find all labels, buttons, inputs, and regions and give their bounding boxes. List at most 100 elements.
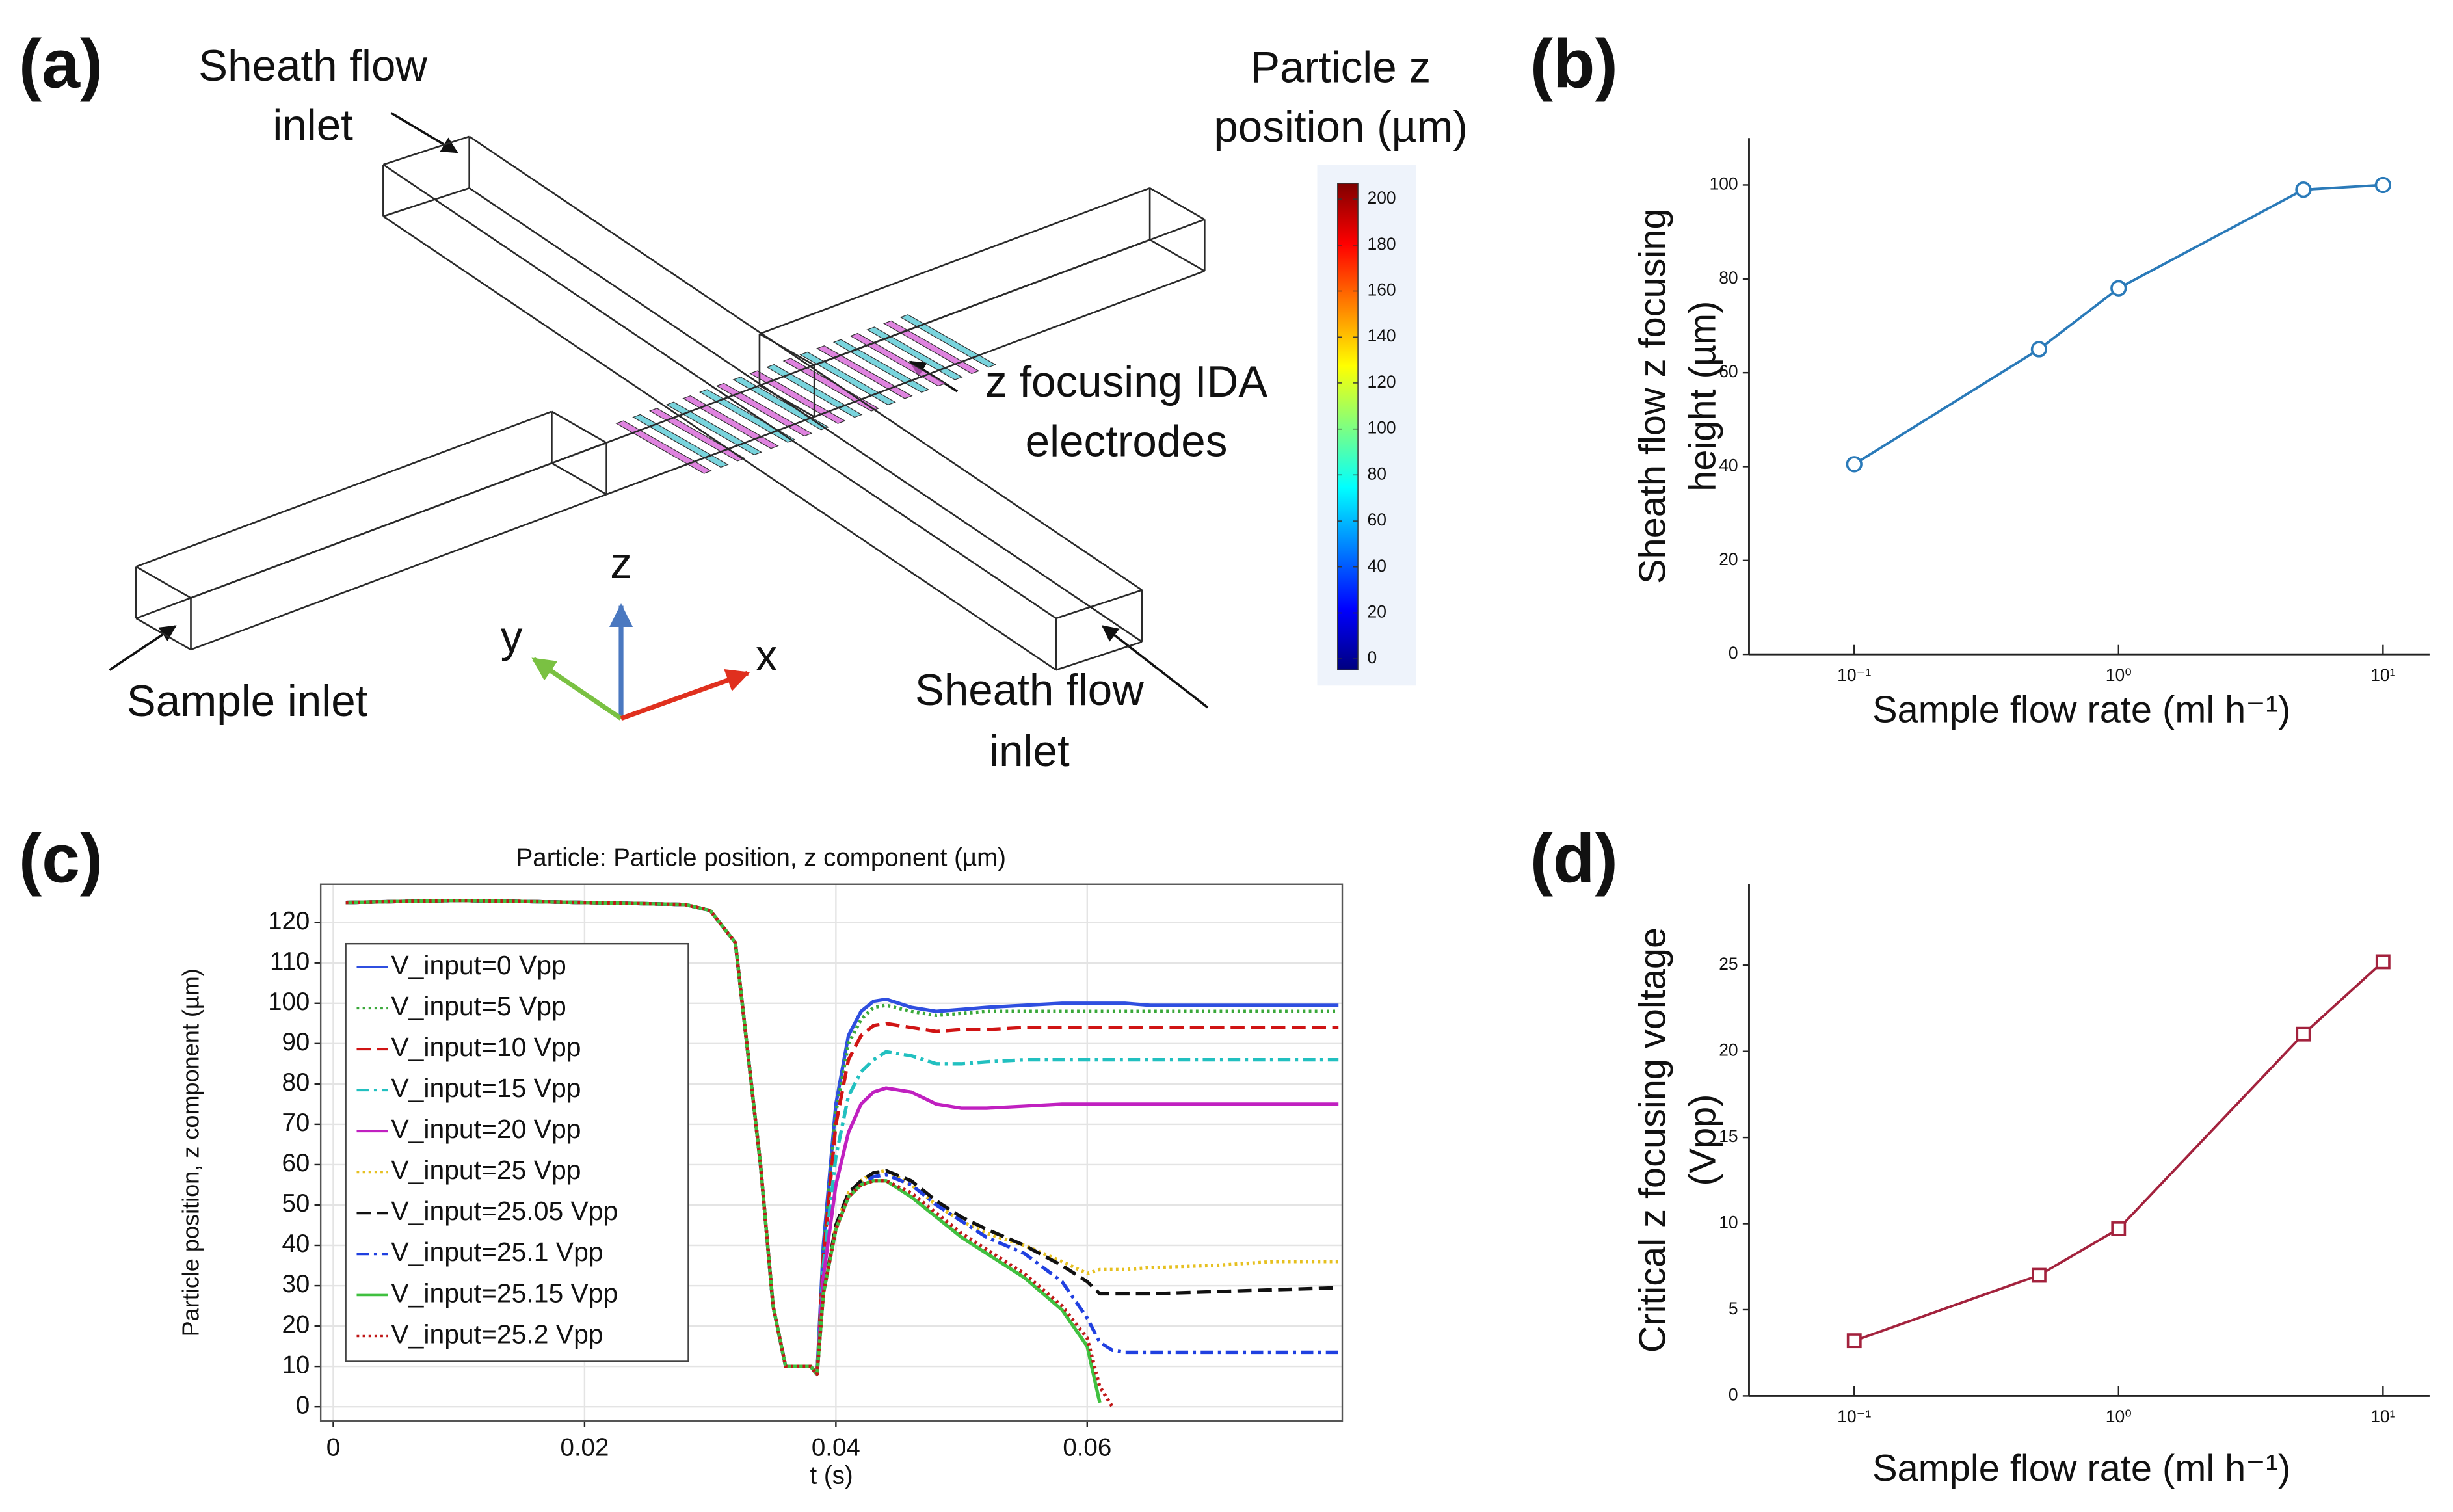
colorbar-tick-label: 200 <box>1368 188 1396 207</box>
sheath-inlet-label: inlet <box>989 727 1070 776</box>
channel-edge <box>759 187 1150 335</box>
streamline <box>159 215 1173 602</box>
electrode <box>816 345 913 399</box>
x-tick-label: 10⁻¹ <box>1837 1407 1871 1426</box>
electrode <box>866 326 963 380</box>
channel-edge <box>382 164 1057 619</box>
microchannel <box>135 135 1206 671</box>
marker <box>2111 1221 2127 1236</box>
channel-edge <box>135 566 192 599</box>
arrow <box>109 625 177 671</box>
y-tick-label: 90 <box>282 1028 310 1056</box>
y-tick-label: 60 <box>1719 362 1738 381</box>
marker <box>2295 181 2312 198</box>
y-tick-label: 120 <box>268 907 310 935</box>
x-tick-label: 0.06 <box>1063 1433 1111 1461</box>
y-axis-label: Particle position, z component (µm) <box>177 968 204 1336</box>
y-tick-label: 10 <box>1719 1213 1738 1232</box>
channel-edge <box>759 239 1150 387</box>
x-tick-label: 10¹ <box>2370 1407 2395 1426</box>
electrode <box>632 414 729 468</box>
colorbar-tick-label: 60 <box>1368 510 1386 529</box>
y-tick-label: 30 <box>282 1270 310 1298</box>
colorbar-tick-label: 0 <box>1368 648 1377 667</box>
channel-edge <box>551 384 760 464</box>
marker <box>2030 341 2048 358</box>
y-tick-label: 25 <box>1719 954 1738 974</box>
colorbar-tick-label: 20 <box>1368 602 1386 621</box>
x-tick-label: 0 <box>326 1433 340 1461</box>
series-line <box>1853 961 2384 1342</box>
channel-edge <box>1055 641 1143 671</box>
y-tick-label: 10 <box>282 1351 310 1379</box>
x-axis-label: t (s) <box>810 1462 853 1490</box>
y-axis-arrow <box>531 657 623 721</box>
y-tick-label: 40 <box>1719 455 1738 475</box>
sheath-inlet-label: Sheath flow <box>198 42 427 90</box>
channel-edge <box>1055 589 1143 620</box>
colorbar-tick-label: 100 <box>1368 418 1396 438</box>
x-tick-label: 10⁰ <box>2106 1407 2132 1426</box>
channel-edge <box>468 187 1143 643</box>
legend-label: V_input=25.2 Vpp <box>391 1319 603 1349</box>
y-tick-label: 40 <box>282 1230 310 1258</box>
colorbar-tick-label: 140 <box>1368 326 1396 345</box>
streamline <box>163 219 1177 608</box>
channel-edge <box>551 462 607 496</box>
electrode <box>899 314 997 368</box>
panel-label: (d) <box>1530 820 1618 897</box>
colorbar <box>1337 183 1359 670</box>
y-tick-label: 100 <box>268 988 310 1016</box>
sheath-inlet-label: Sheath flow <box>915 666 1144 715</box>
legend-label: V_input=20 Vpp <box>391 1114 581 1144</box>
y-tick-label: 0 <box>1729 1385 1738 1404</box>
electrodes-label: z focusing IDA <box>985 358 1267 406</box>
x-axis-arrow <box>620 669 750 721</box>
axis-label: y <box>501 613 523 661</box>
legend <box>345 942 689 1362</box>
electrode <box>749 370 846 424</box>
chart-title: Particle: Particle position, z component… <box>516 843 1006 871</box>
y-tick-label: 50 <box>282 1189 310 1217</box>
electrode <box>715 382 813 437</box>
channel-edge <box>468 135 1143 591</box>
y-axis-label: Critical z focusing voltage <box>1632 927 1673 1353</box>
x-tick-label: 0.04 <box>812 1433 860 1461</box>
sheath-inlet-label: inlet <box>272 101 353 150</box>
channel-edge <box>382 135 470 166</box>
y-tick-label: 5 <box>1729 1299 1738 1318</box>
electrode <box>648 408 746 462</box>
channel-edge <box>1149 239 1205 272</box>
series-line <box>345 898 1339 1377</box>
arrow <box>1101 625 1209 709</box>
colorbar-tick-label: 40 <box>1368 556 1386 576</box>
sample-inlet-label: Sample inlet <box>127 677 368 726</box>
axis-label: z <box>610 539 632 588</box>
channel-edge <box>191 493 607 651</box>
x-tick-label: 10⁻¹ <box>1837 665 1871 685</box>
x-tick-label: 0.02 <box>560 1433 609 1461</box>
marker <box>2374 176 2391 194</box>
y-tick-label: 100 <box>1709 174 1738 193</box>
series-line <box>345 898 1102 1403</box>
x-tick-label: 10⁰ <box>2106 665 2132 685</box>
channel-edge <box>606 416 815 496</box>
marker <box>2110 280 2127 297</box>
y-tick-label: 0 <box>1729 643 1738 663</box>
marker <box>2375 954 2391 970</box>
axis-label: x <box>756 631 778 680</box>
electrode <box>665 401 763 455</box>
electrode <box>832 339 930 393</box>
y-tick-label: 110 <box>270 948 310 975</box>
y-axis-label: Sheath flow z focusing <box>1632 208 1673 584</box>
y-tick-label: 15 <box>1719 1126 1738 1146</box>
marker <box>1846 456 1863 473</box>
colorbar-background <box>1317 165 1416 686</box>
electrode <box>882 320 980 375</box>
channel-edge <box>551 410 607 444</box>
legend-label: V_input=25 Vpp <box>391 1155 581 1185</box>
channel-edge <box>1149 187 1205 220</box>
y-tick-label: 80 <box>282 1068 310 1096</box>
electrode <box>732 377 829 431</box>
